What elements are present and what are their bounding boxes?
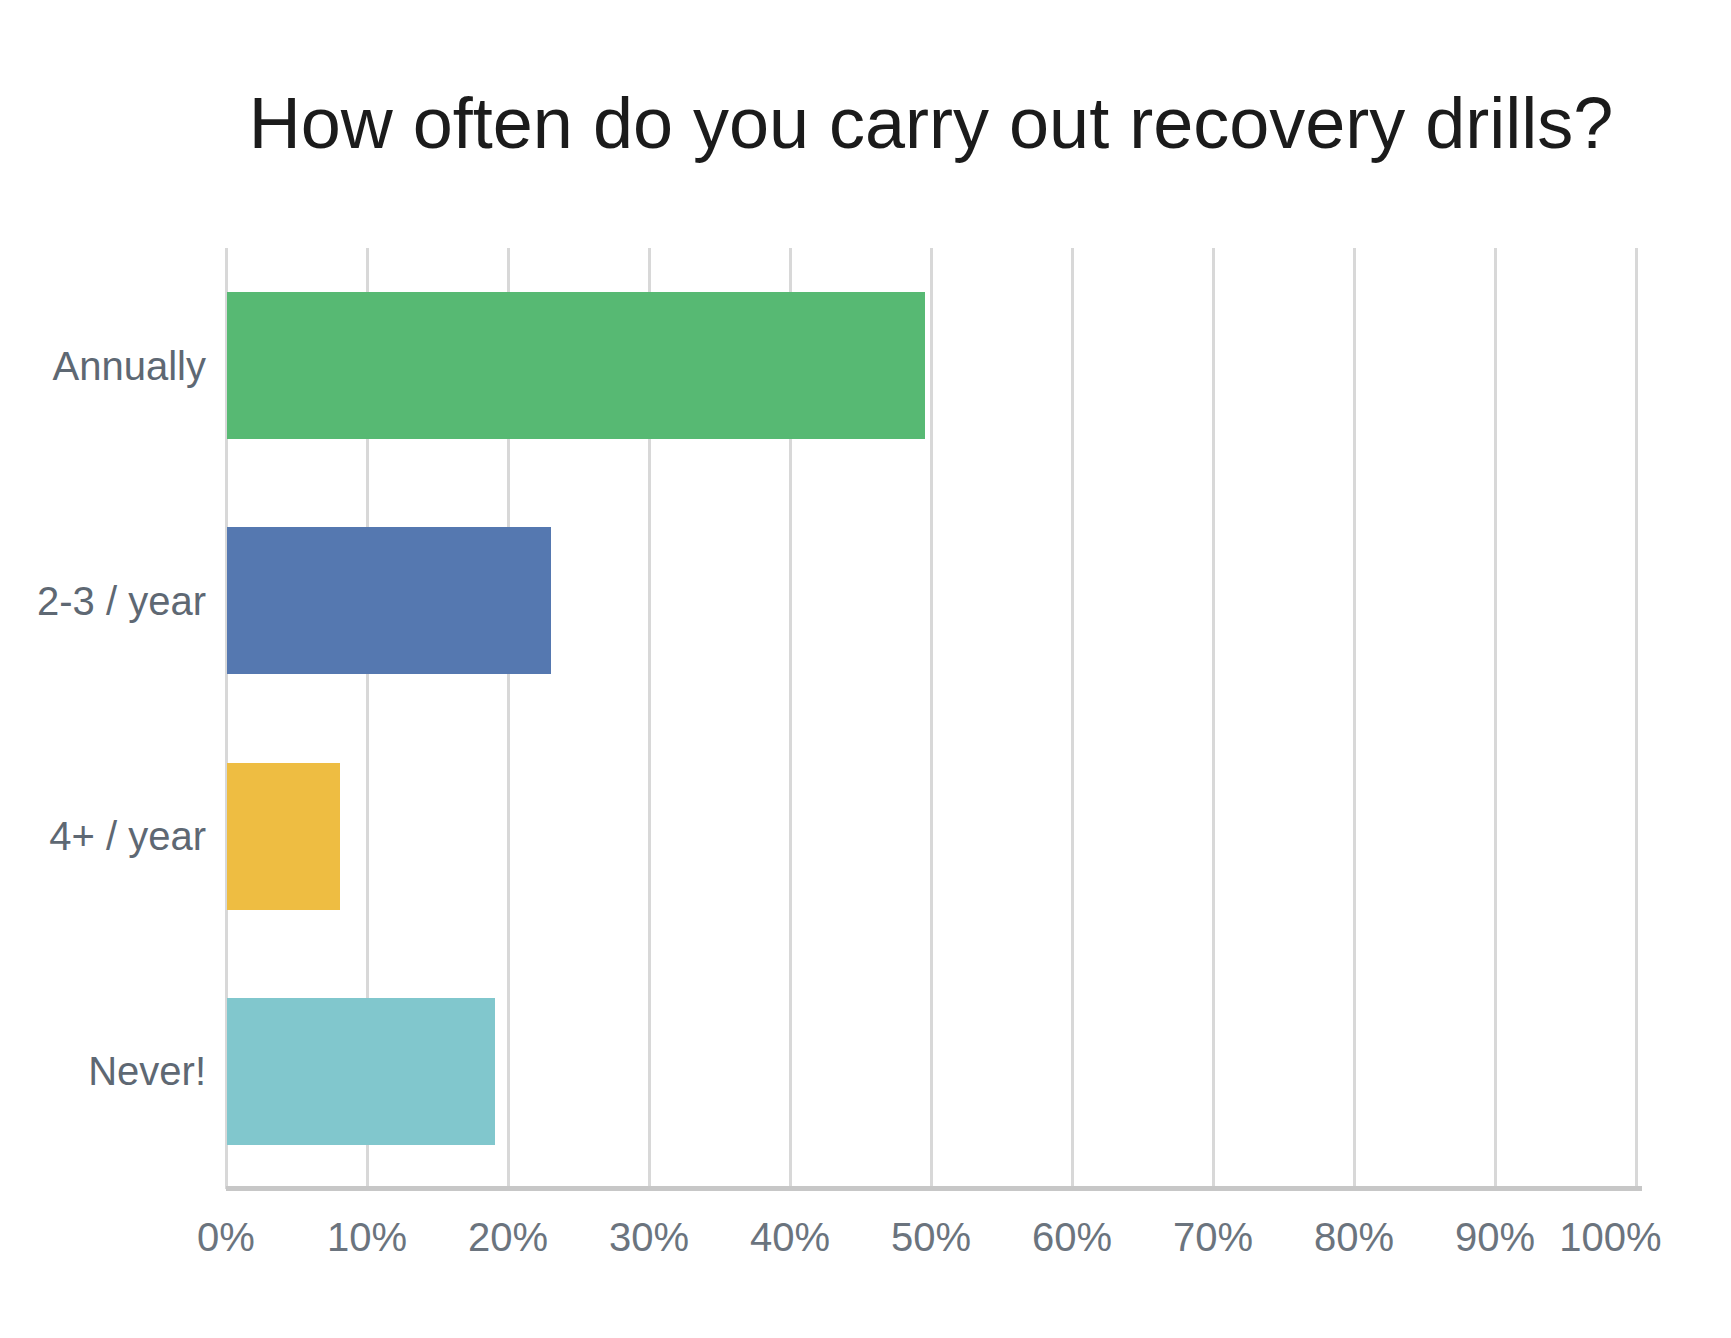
bar-4-year (227, 763, 340, 910)
x-axis-line (226, 1186, 1642, 1191)
category-label-never: Never! (0, 1046, 206, 1096)
x-tick-label-80: 80% (1314, 1213, 1394, 1261)
gridline-70 (1212, 248, 1215, 1189)
x-tick-label-20: 20% (468, 1213, 548, 1261)
x-tick-label-30: 30% (609, 1213, 689, 1261)
category-label-2-3-year: 2-3 / year (0, 576, 206, 626)
gridline-60 (1071, 248, 1074, 1189)
chart-title: How often do you carry out recovery dril… (226, 78, 1636, 168)
plot-area (226, 248, 1636, 1189)
x-tick-label-100: 100% (1559, 1213, 1661, 1261)
x-tick-label-60: 60% (1032, 1213, 1112, 1261)
gridline-80 (1353, 248, 1356, 1189)
x-tick-label-50: 50% (891, 1213, 971, 1261)
bar-annually (227, 292, 925, 439)
bar-chart: How often do you carry out recovery dril… (0, 0, 1731, 1338)
x-tick-label-90: 90% (1455, 1213, 1535, 1261)
bar-never (227, 998, 495, 1145)
gridline-100 (1635, 248, 1638, 1189)
gridline-90 (1494, 248, 1497, 1189)
x-tick-label-40: 40% (750, 1213, 830, 1261)
category-label-4-year: 4+ / year (0, 811, 206, 861)
bar-2-3-year (227, 527, 551, 674)
x-tick-label-10: 10% (327, 1213, 407, 1261)
x-tick-label-70: 70% (1173, 1213, 1253, 1261)
x-tick-label-0: 0% (197, 1213, 255, 1261)
category-label-annually: Annually (0, 341, 206, 391)
gridline-50 (930, 248, 933, 1189)
